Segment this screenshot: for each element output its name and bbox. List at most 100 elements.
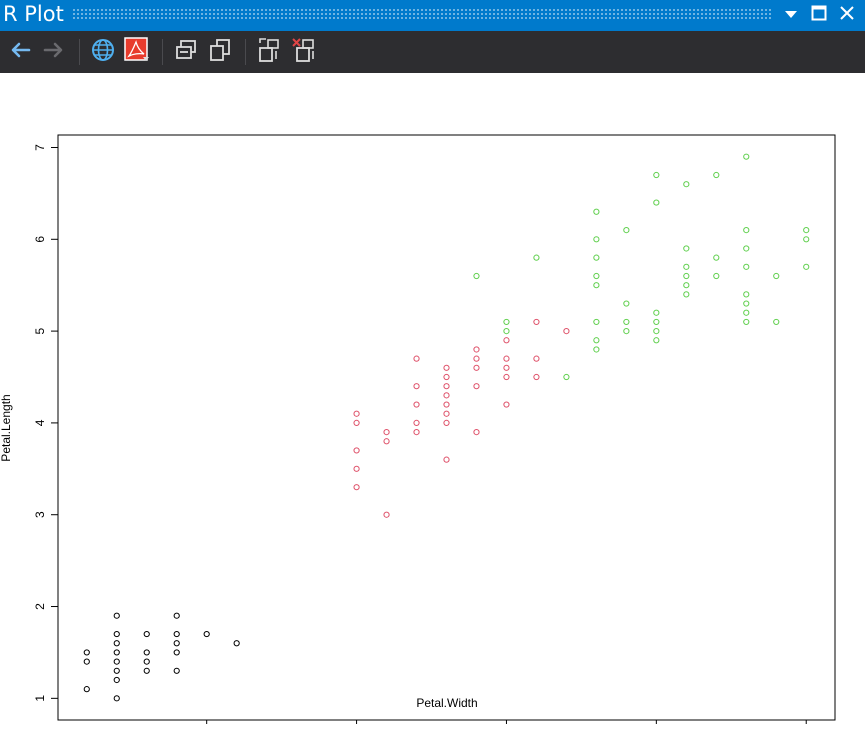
clear-all-plots-button[interactable]	[290, 37, 318, 66]
data-point	[413, 401, 420, 408]
data-point	[443, 419, 450, 427]
export-pdf-button[interactable]	[123, 36, 151, 66]
data-point	[593, 337, 600, 344]
data-point	[353, 419, 360, 427]
data-point	[623, 227, 630, 234]
y-tick-label: 5	[33, 327, 47, 334]
forward-button[interactable]	[40, 38, 68, 66]
y-tick-label: 7	[33, 144, 47, 151]
data-point	[713, 254, 720, 261]
data-point	[353, 465, 360, 472]
data-point	[743, 291, 750, 298]
remove-plot-button[interactable]	[255, 37, 283, 68]
data-point	[473, 428, 480, 436]
data-point	[803, 227, 810, 234]
data-point	[503, 355, 510, 362]
data-point	[743, 227, 750, 234]
copy-as-metafile-icon	[208, 38, 232, 67]
data-point	[593, 272, 600, 280]
data-point	[653, 337, 660, 344]
data-point	[443, 456, 450, 463]
y-axis: 1 2 3 4 5 6 7	[33, 144, 59, 702]
plot-area: 0.51.01.52.02.5 1 2 3 4 5 6 7 Petal.Width Peta…	[0, 73, 865, 727]
toolbar-separator	[162, 39, 163, 65]
data-point	[143, 630, 150, 638]
data-point	[83, 649, 90, 656]
copy-metafile-button[interactable]	[206, 38, 234, 66]
data-point	[173, 649, 180, 656]
data-point	[533, 373, 540, 381]
scatter-plot: 0.51.01.52.02.5 1 2 3 4 5 6 7 Petal.Width Peta…	[0, 134, 836, 727]
copy-bitmap-button[interactable]	[172, 38, 200, 66]
data-point	[113, 658, 120, 665]
data-point	[413, 419, 420, 427]
data-point	[503, 318, 510, 326]
data-point	[683, 263, 690, 270]
x-axis: 0.51.01.52.02.5	[206, 719, 807, 727]
data-point	[653, 171, 660, 179]
close-button[interactable]	[836, 4, 858, 26]
data-point	[533, 254, 540, 261]
data-point	[353, 447, 360, 454]
y-tick-label: 2	[33, 603, 47, 610]
y-tick-label: 4	[33, 419, 47, 426]
data-point	[413, 383, 420, 390]
data-point	[743, 153, 750, 160]
toolbar-separator	[245, 39, 246, 65]
data-point	[173, 667, 180, 674]
close-icon	[839, 5, 855, 26]
data-point	[443, 383, 450, 390]
plot-toolbar	[0, 31, 865, 73]
data-point	[173, 640, 180, 647]
data-point	[533, 318, 540, 326]
remove-plot-icon	[256, 37, 282, 68]
drag-grip[interactable]	[72, 8, 773, 21]
data-point	[503, 401, 510, 408]
data-point	[653, 309, 660, 316]
y-axis-label: Petal.Length	[0, 394, 13, 461]
data-point	[773, 318, 780, 326]
data-point	[503, 373, 510, 381]
data-point	[593, 208, 600, 215]
data-point	[683, 245, 690, 252]
data-point	[743, 300, 750, 307]
data-point	[353, 410, 360, 417]
data-point	[83, 686, 90, 693]
title-bar[interactable]: R Plot	[0, 0, 865, 31]
data-point	[653, 328, 660, 335]
globe-icon	[91, 38, 115, 67]
data-point	[653, 199, 660, 206]
data-point	[83, 658, 90, 665]
data-point	[113, 640, 120, 647]
data-point	[623, 318, 630, 326]
back-button[interactable]	[6, 38, 34, 66]
export-web-button[interactable]	[89, 38, 117, 66]
data-point	[383, 428, 390, 436]
data-point	[113, 649, 120, 656]
data-point	[683, 282, 690, 289]
x-axis-label: Petal.Width	[416, 696, 477, 710]
data-point	[173, 612, 180, 619]
data-point	[113, 630, 120, 638]
window-menu-button[interactable]	[780, 4, 802, 26]
maximize-button[interactable]	[808, 4, 830, 26]
window-title: R Plot	[3, 2, 64, 26]
data-point	[803, 263, 810, 270]
data-point	[113, 695, 120, 702]
data-point	[563, 328, 570, 335]
data-point	[743, 245, 750, 252]
data-point	[713, 272, 720, 280]
data-point	[473, 383, 480, 390]
data-point	[233, 640, 240, 647]
data-point	[353, 484, 360, 491]
data-point	[773, 272, 780, 280]
data-point	[743, 263, 750, 270]
data-point	[593, 254, 600, 261]
data-point	[563, 373, 570, 381]
data-point	[443, 364, 450, 371]
data-point	[443, 410, 450, 417]
data-point	[143, 667, 150, 674]
data-point	[443, 373, 450, 381]
forward-arrow-icon	[43, 41, 65, 64]
data-point	[143, 658, 150, 665]
